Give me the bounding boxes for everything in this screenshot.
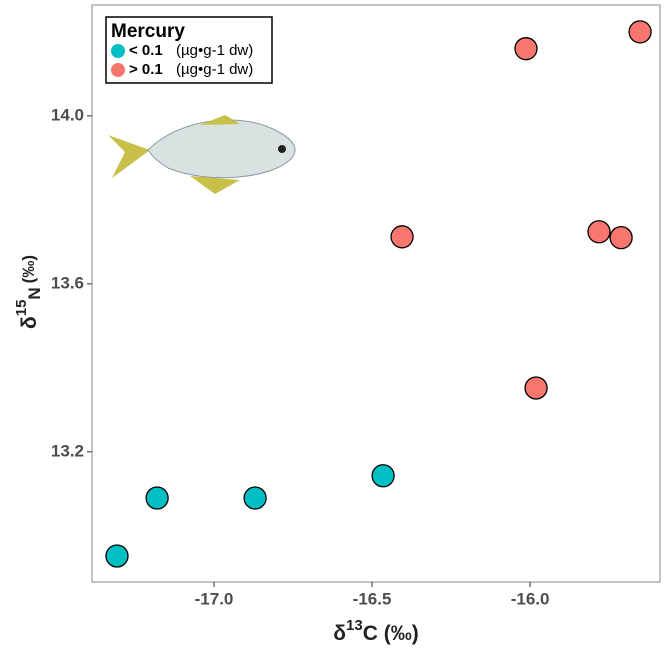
y-label-rest: (‰)	[19, 255, 38, 283]
plot-frame	[91, 4, 661, 583]
point	[628, 20, 652, 44]
point	[390, 225, 414, 249]
y-tick-label: 14.0	[51, 105, 84, 124]
point	[514, 37, 538, 61]
point	[105, 544, 129, 568]
legend-unit: (µg•g-1 dw)	[176, 42, 253, 59]
legend-swatch	[111, 44, 125, 58]
point	[587, 220, 611, 244]
legend-title: Mercury	[111, 21, 185, 42]
y-axis-label: δ15N (‰)	[13, 255, 45, 329]
legend-label: > 0.1	[129, 61, 163, 78]
point	[243, 486, 267, 510]
point	[609, 225, 633, 250]
legend-box	[105, 16, 273, 84]
x-tick-label: -16.5	[353, 589, 392, 608]
y-label-sup: 15	[13, 300, 30, 317]
legend-unit: (µg•g-1 dw)	[176, 61, 253, 78]
fish-illustration	[108, 115, 296, 194]
x-label-rest: C (‰)	[363, 622, 419, 645]
point	[145, 486, 169, 510]
x-axis-label: δ13C (‰)	[333, 617, 418, 645]
legend-swatch	[111, 63, 125, 77]
x-tick-label: -17.0	[195, 589, 234, 608]
legend: Mercury < 0.1 (µg•g-1 dw) > 0.1 (µg•g-1 dw)	[105, 16, 273, 84]
point	[524, 376, 548, 400]
y-tick-label: 13.2	[51, 441, 84, 460]
y-tick-label: 13.6	[51, 273, 84, 292]
y-label-sub: N	[25, 287, 44, 299]
x-label-sup: 13	[346, 617, 363, 634]
x-tick-label: -16.0	[511, 589, 550, 608]
legend-label: < 0.1	[129, 42, 163, 59]
point	[371, 464, 395, 488]
y-label-symbol: δ	[18, 316, 41, 329]
x-label-symbol: δ	[333, 622, 346, 645]
